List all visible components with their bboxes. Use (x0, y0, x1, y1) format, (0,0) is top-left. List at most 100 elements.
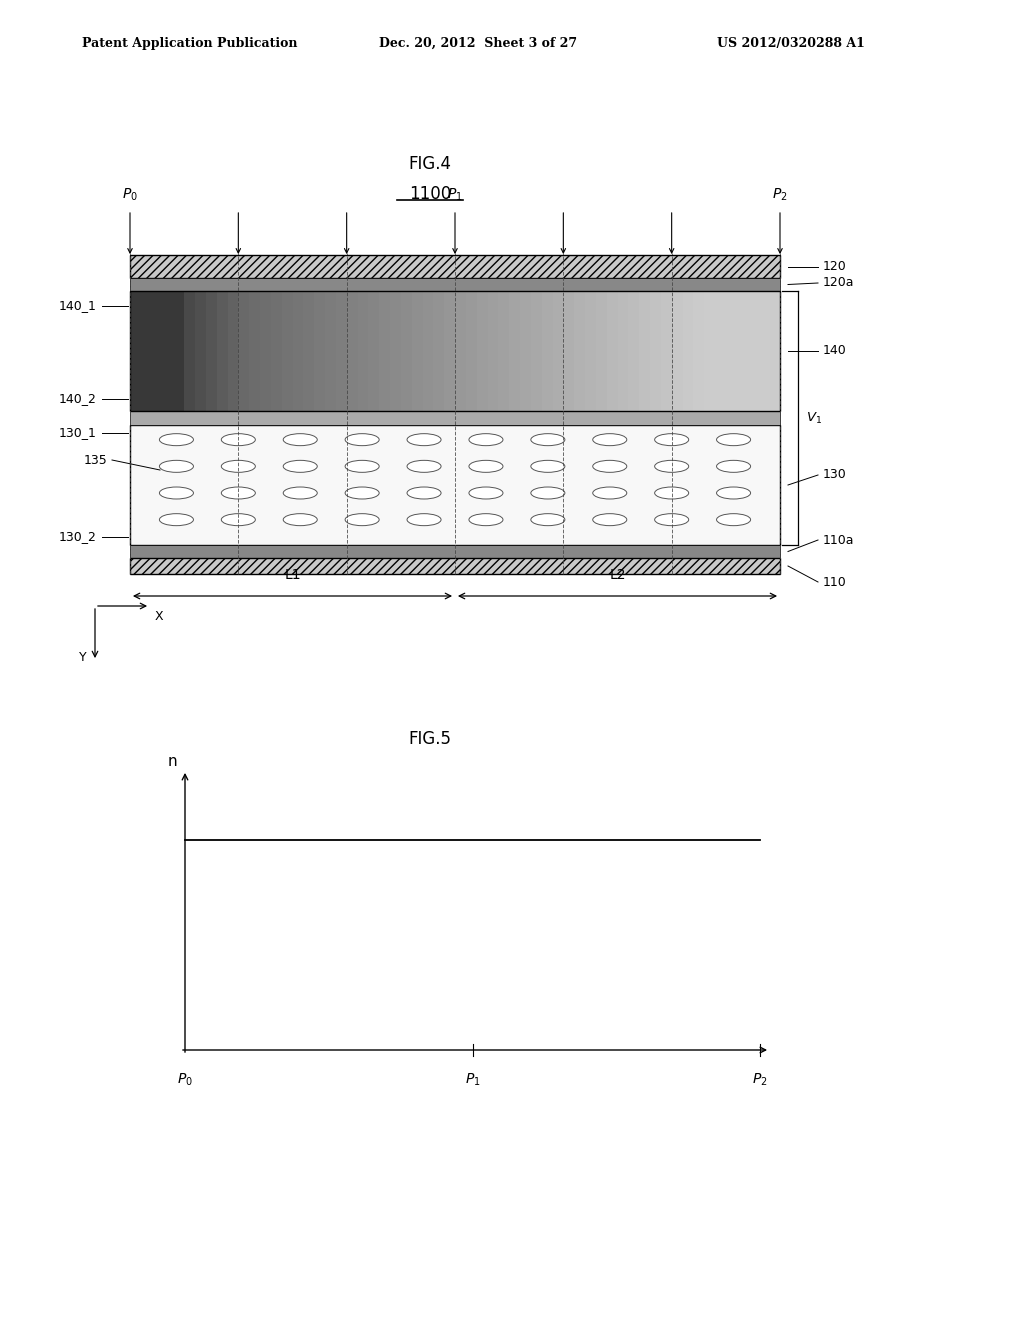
Text: $P_0$: $P_0$ (177, 1072, 193, 1089)
Ellipse shape (221, 487, 255, 499)
Text: X: X (155, 610, 164, 623)
Ellipse shape (407, 513, 441, 525)
Text: L1: L1 (285, 568, 301, 582)
Text: 1100: 1100 (409, 185, 452, 203)
Ellipse shape (160, 434, 194, 446)
Ellipse shape (530, 487, 565, 499)
Ellipse shape (530, 461, 565, 473)
Ellipse shape (284, 487, 317, 499)
Ellipse shape (469, 513, 503, 525)
Bar (336, 290, 347, 411)
Bar (444, 290, 455, 411)
Ellipse shape (345, 487, 379, 499)
Text: n: n (167, 755, 177, 770)
Ellipse shape (284, 461, 317, 473)
Ellipse shape (407, 487, 441, 499)
Bar (672, 290, 683, 411)
Text: Patent Application Publication: Patent Application Publication (82, 37, 297, 50)
Bar (476, 290, 487, 411)
Bar (423, 290, 433, 411)
Bar (130, 545, 780, 558)
Ellipse shape (160, 461, 194, 473)
Ellipse shape (654, 461, 689, 473)
Ellipse shape (345, 461, 379, 473)
Bar (357, 290, 369, 411)
Ellipse shape (717, 487, 751, 499)
Bar (585, 290, 596, 411)
Text: 140_2: 140_2 (59, 392, 97, 405)
Bar (487, 290, 499, 411)
Text: $V_1$: $V_1$ (806, 411, 822, 425)
Bar (660, 290, 672, 411)
Bar (606, 290, 617, 411)
Text: Y: Y (79, 651, 87, 664)
Text: 110: 110 (823, 576, 847, 589)
Ellipse shape (654, 513, 689, 525)
Text: $P_2$: $P_2$ (772, 186, 787, 203)
Bar (184, 290, 195, 411)
Bar (379, 290, 390, 411)
Text: $P_0$: $P_0$ (122, 186, 138, 203)
Ellipse shape (717, 461, 751, 473)
Ellipse shape (717, 434, 751, 446)
Bar (596, 290, 606, 411)
Bar (705, 290, 715, 411)
Text: 140_1: 140_1 (59, 300, 97, 313)
Bar (736, 290, 748, 411)
Bar (130, 558, 780, 574)
Ellipse shape (221, 434, 255, 446)
Text: 110a: 110a (823, 533, 854, 546)
Bar (314, 290, 325, 411)
Ellipse shape (654, 434, 689, 446)
Ellipse shape (469, 434, 503, 446)
Bar (553, 290, 563, 411)
Text: 140: 140 (823, 345, 847, 358)
Ellipse shape (284, 513, 317, 525)
Text: $P_1$: $P_1$ (465, 1072, 480, 1089)
Bar (455, 290, 466, 411)
Text: FIG.5: FIG.5 (409, 730, 452, 748)
Bar (206, 290, 217, 411)
Bar (563, 290, 574, 411)
Ellipse shape (284, 434, 317, 446)
Bar (693, 290, 705, 411)
Bar (130, 425, 780, 545)
Text: Dec. 20, 2012  Sheet 3 of 27: Dec. 20, 2012 Sheet 3 of 27 (379, 37, 577, 50)
Text: $P_2$: $P_2$ (753, 1072, 768, 1089)
Bar (270, 290, 282, 411)
Text: 130_2: 130_2 (59, 531, 97, 544)
Bar (715, 290, 726, 411)
Bar (347, 290, 357, 411)
Bar (530, 290, 542, 411)
Text: 130: 130 (823, 469, 847, 482)
Ellipse shape (221, 461, 255, 473)
Bar (400, 290, 412, 411)
Bar (249, 290, 260, 411)
Ellipse shape (469, 487, 503, 499)
Bar (629, 290, 639, 411)
Bar (639, 290, 650, 411)
Ellipse shape (593, 434, 627, 446)
Bar (282, 290, 293, 411)
Ellipse shape (593, 513, 627, 525)
Bar (163, 290, 173, 411)
Bar (390, 290, 400, 411)
Bar (433, 290, 444, 411)
Bar (141, 290, 152, 411)
Bar (325, 290, 336, 411)
Ellipse shape (530, 513, 565, 525)
Bar (130, 255, 780, 279)
Bar (412, 290, 423, 411)
Bar (130, 411, 780, 425)
Bar (217, 290, 227, 411)
Ellipse shape (160, 513, 194, 525)
Text: 120a: 120a (823, 276, 854, 289)
Ellipse shape (593, 461, 627, 473)
Text: US 2012/0320288 A1: US 2012/0320288 A1 (717, 37, 864, 50)
Text: 120: 120 (823, 260, 847, 273)
Ellipse shape (345, 434, 379, 446)
Ellipse shape (654, 487, 689, 499)
Bar (130, 290, 141, 411)
Bar (293, 290, 303, 411)
Bar (769, 290, 780, 411)
